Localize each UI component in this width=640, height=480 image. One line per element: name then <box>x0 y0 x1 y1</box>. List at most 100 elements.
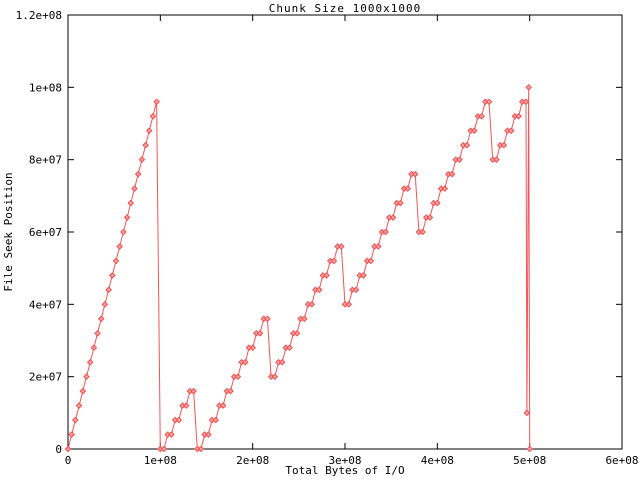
data-point-marker <box>142 141 149 149</box>
y-axis-title: File Seek Position <box>2 172 15 291</box>
axis-tick-labels: 0 1e+08 2e+08 3e+08 4e+08 5e+08 6e+08 0 2e+07 4e+… <box>16 9 639 467</box>
data-point-marker <box>190 387 197 395</box>
data-point-marker <box>134 170 142 178</box>
data-point-marker <box>127 199 135 207</box>
data-point-marker <box>470 127 478 135</box>
data-point-marker <box>367 257 375 265</box>
data-point-marker <box>197 445 205 453</box>
data-point-marker <box>485 98 493 106</box>
data-point-marker <box>138 156 146 163</box>
data-point-marker <box>397 199 404 207</box>
data-point-marker <box>515 112 522 120</box>
data-point-marker <box>493 156 500 163</box>
data-point-marker <box>404 185 412 192</box>
data-point-marker <box>411 170 419 178</box>
y-tick-label: 6e+07 <box>29 226 62 239</box>
data-point-marker <box>374 243 382 250</box>
data-point-marker <box>448 170 456 178</box>
data-point-marker <box>101 301 109 308</box>
data-point-marker <box>175 416 183 424</box>
y-tick-label: 1e+08 <box>29 81 62 94</box>
x-tick-label: 5e+08 <box>513 454 546 467</box>
data-point-marker <box>112 257 120 265</box>
data-point-marker <box>526 445 533 453</box>
x-axis-title: Total Bytes of I/O <box>285 464 404 477</box>
x-tick-label: 1e+08 <box>144 454 177 467</box>
y-tick-label: 1.2e+08 <box>16 9 62 22</box>
data-point-marker <box>83 373 90 380</box>
data-point-marker <box>525 84 533 91</box>
data-point-marker <box>522 98 530 106</box>
data-point-marker <box>249 344 256 352</box>
x-tick-label: 2e+08 <box>236 454 269 467</box>
data-point-marker <box>441 185 449 192</box>
data-point-marker <box>315 286 323 294</box>
data-point-marker <box>389 214 397 221</box>
y-tick-label: 2e+07 <box>29 371 62 384</box>
data-point-marker <box>478 112 485 120</box>
data-point-marker <box>219 402 227 409</box>
data-point-marker <box>212 416 220 424</box>
data-point-marker <box>345 301 353 308</box>
data-point-marker <box>145 127 153 135</box>
data-point-marker <box>79 387 87 395</box>
data-point-marker <box>241 358 249 366</box>
data-point-marker <box>72 416 79 424</box>
data-point-marker <box>153 98 160 106</box>
data-series <box>64 84 533 453</box>
data-point-marker <box>434 199 441 207</box>
data-point-marker <box>109 272 116 279</box>
data-point-marker <box>116 243 124 250</box>
data-point-marker <box>360 272 367 279</box>
data-point-marker <box>131 185 138 192</box>
data-point-marker <box>330 257 338 265</box>
data-point-marker <box>323 272 330 279</box>
data-point-marker <box>264 315 271 323</box>
plot-border-frame <box>67 14 623 450</box>
data-point-marker <box>182 402 190 409</box>
data-point-marker <box>168 431 175 438</box>
data-point-marker <box>205 431 212 438</box>
data-point-marker <box>286 344 293 352</box>
axis-ticks <box>67 14 623 450</box>
data-point-marker <box>75 402 83 409</box>
data-point-marker <box>337 243 345 250</box>
data-point-marker <box>105 286 112 294</box>
x-tick-label: 3e+08 <box>328 454 361 467</box>
data-point-marker <box>149 112 157 120</box>
data-point-marker <box>160 445 168 453</box>
data-point-marker <box>271 373 279 380</box>
data-point-marker <box>301 315 308 323</box>
data-point-marker <box>227 387 234 395</box>
data-point-marker <box>234 373 242 380</box>
data-point-marker <box>94 329 101 337</box>
y-tick-label: 4e+07 <box>29 298 62 311</box>
data-point-marker <box>426 214 434 221</box>
data-point-marker <box>120 228 127 236</box>
data-point-marker <box>500 141 508 149</box>
data-point-marker <box>97 315 105 323</box>
data-point-marker <box>308 301 316 308</box>
y-tick-label: 8e+07 <box>29 154 62 167</box>
data-point-marker <box>256 329 264 337</box>
data-point-marker <box>463 141 471 149</box>
data-point-marker <box>523 409 531 417</box>
x-tick-label: 0 <box>65 454 72 467</box>
data-point-marker <box>68 431 76 438</box>
data-point-marker <box>352 286 360 294</box>
data-point-marker <box>278 358 286 366</box>
data-point-marker <box>507 127 515 135</box>
x-tick-label: 6e+08 <box>605 454 638 467</box>
data-point-marker <box>382 228 389 236</box>
data-point-marker <box>419 228 426 236</box>
chart-title: Chunk Size 1000x1000 <box>269 2 421 15</box>
data-point-marker <box>293 329 301 337</box>
data-point-marker <box>64 445 72 453</box>
y-tick-label: 0 <box>55 443 62 456</box>
data-point-marker <box>86 358 94 366</box>
data-point-marker <box>90 344 98 352</box>
x-tick-label: 4e+08 <box>421 454 454 467</box>
data-point-marker <box>123 214 131 221</box>
